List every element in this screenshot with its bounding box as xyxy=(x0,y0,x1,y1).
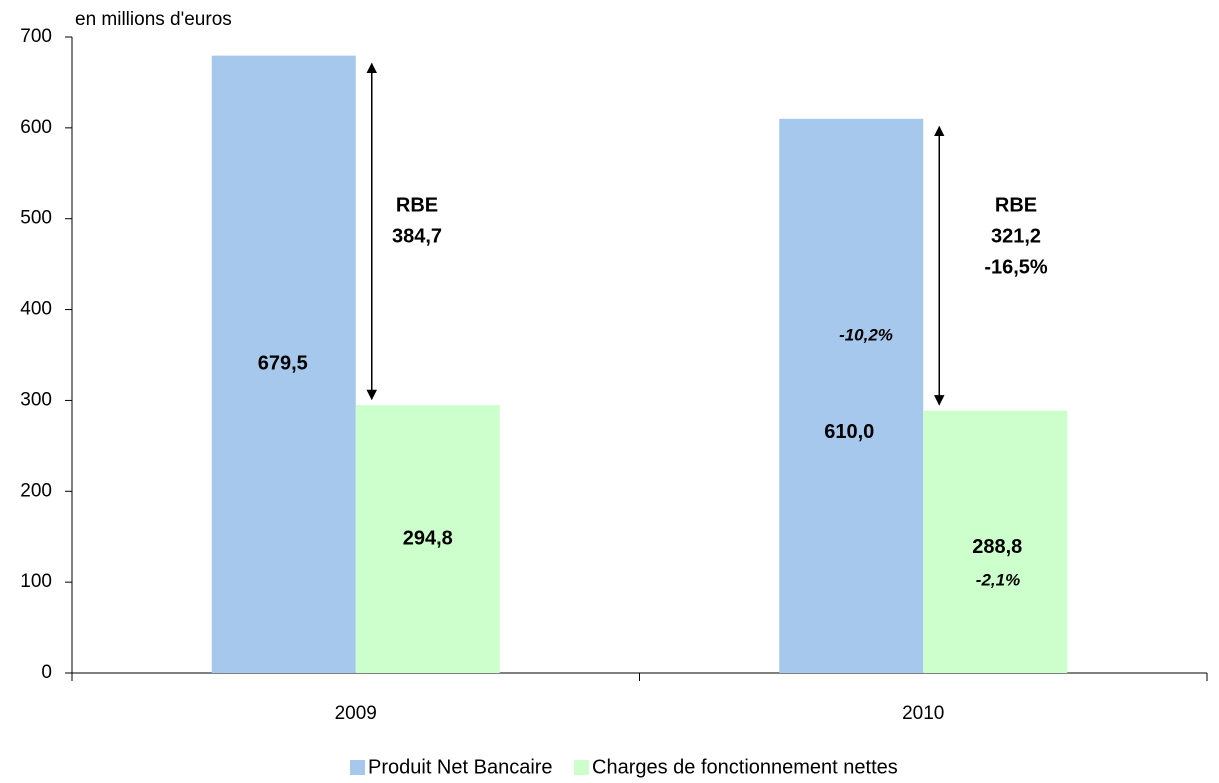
legend-swatch xyxy=(350,760,365,775)
y-tick-label: 100 xyxy=(20,571,52,592)
x-tick-label: 2009 xyxy=(335,703,377,724)
annotation: 321,2 xyxy=(991,225,1041,247)
legend-swatch xyxy=(574,760,589,775)
y-tick-label: 500 xyxy=(20,208,52,229)
data-label: 610,0 xyxy=(824,421,874,443)
legend-label: Produit Net Bancaire xyxy=(368,756,553,778)
y-tick-label: 200 xyxy=(20,480,52,501)
y-tick-label: 0 xyxy=(41,662,52,683)
data-label: 679,5 xyxy=(258,353,308,375)
bar xyxy=(211,55,356,673)
y-tick-label: 700 xyxy=(20,26,52,47)
data-label: 294,8 xyxy=(403,527,453,549)
x-tick-label: 2010 xyxy=(902,703,944,724)
legend-label: Charges de fonctionnement nettes xyxy=(592,756,898,778)
data-label: 288,8 xyxy=(972,536,1022,558)
bar xyxy=(779,118,924,674)
y-tick-label: 300 xyxy=(20,389,52,410)
annotation: RBE xyxy=(396,194,438,216)
y-tick-label: 600 xyxy=(20,117,52,138)
annotation: 384,7 xyxy=(392,225,442,247)
y-tick-label: 400 xyxy=(20,299,52,320)
annotation: -2,1% xyxy=(976,570,1020,589)
bar xyxy=(355,405,500,673)
axis-title: en millions d'euros xyxy=(75,9,232,30)
bar xyxy=(923,410,1068,673)
annotation: RBE xyxy=(995,194,1037,216)
annotation: -16,5% xyxy=(984,256,1048,278)
annotation: -10,2% xyxy=(839,325,893,344)
